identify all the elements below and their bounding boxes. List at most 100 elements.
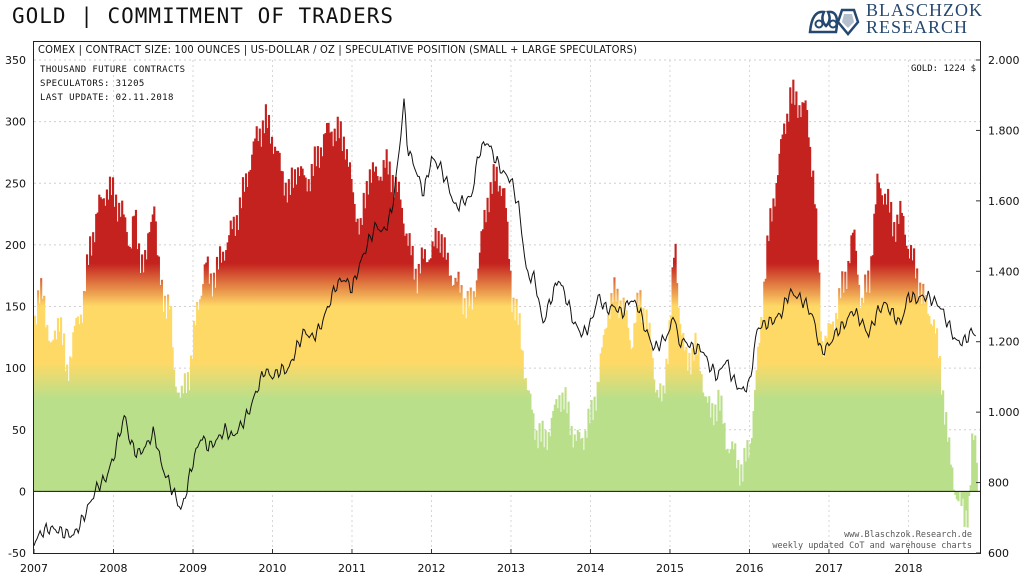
speculators-bar (650, 347, 653, 492)
speculators-bar (883, 193, 887, 492)
y-right-tick-label: 1.200 (988, 336, 1020, 349)
speculators-bar (647, 328, 650, 492)
speculators-bar (523, 379, 526, 492)
speculators-bar (286, 202, 289, 492)
speculators-bar (815, 208, 818, 492)
speculators-bar (839, 298, 842, 492)
speculators-bar (477, 268, 480, 492)
speculators-bar (882, 204, 885, 492)
speculators-bar (355, 222, 358, 492)
speculators-bar (272, 153, 275, 492)
speculators-bar (627, 327, 630, 492)
speculators-bar (208, 283, 211, 492)
speculators-bar (617, 318, 621, 492)
x-tick-label: 2007 (20, 562, 48, 575)
speculators-bar (374, 166, 378, 492)
speculators-bar (385, 149, 388, 492)
speculators-bar (387, 174, 390, 492)
speculators-bar (303, 175, 306, 492)
speculators-bar (841, 271, 844, 492)
speculators-bar (192, 320, 196, 492)
speculators-bar (377, 180, 381, 492)
speculators-bar (891, 236, 894, 492)
speculators-bar (700, 374, 703, 492)
speculators-bar (948, 437, 951, 492)
speculators-bar (607, 313, 610, 492)
info-units: THOUSAND FUTURE CONTRACTS (40, 65, 186, 75)
speculators-bar (35, 324, 38, 492)
speculators-bar (275, 150, 278, 492)
speculators-bar (241, 177, 245, 492)
speculators-bar (832, 321, 835, 492)
speculators-bar (925, 294, 928, 492)
speculators-bar (530, 409, 533, 492)
speculators-bar (795, 91, 798, 492)
speculators-bar (806, 109, 809, 492)
speculators-bar (550, 417, 553, 492)
speculators-bar (752, 411, 755, 492)
speculators-bar (596, 381, 599, 492)
speculators-bar (913, 248, 916, 492)
speculators-bar (87, 264, 90, 492)
speculators-bar (484, 222, 488, 492)
speculators-bar (46, 324, 49, 492)
speculators-bar (150, 221, 153, 492)
speculators-bar (556, 408, 559, 492)
speculators-bar (960, 491, 963, 507)
speculators-bar (63, 333, 66, 492)
speculators-bar (451, 285, 454, 492)
speculators-bar (876, 173, 879, 492)
speculators-bar (844, 271, 847, 492)
speculators-bar (576, 429, 579, 492)
speculators-bar (917, 299, 920, 492)
speculators-bar (630, 349, 633, 492)
speculators-bar (390, 192, 393, 492)
speculators-bar (108, 176, 112, 492)
speculators-bar (267, 114, 271, 492)
speculators-bar (469, 287, 472, 492)
speculators-bar (495, 166, 498, 492)
speculators-bar (319, 147, 323, 492)
speculators-bar (540, 441, 543, 492)
speculators-bar (411, 245, 414, 492)
speculators-bar (943, 424, 946, 492)
speculators-bar (894, 241, 897, 492)
speculators-bar (480, 231, 483, 492)
speculators-bar (769, 208, 772, 492)
speculators-bar (634, 322, 637, 492)
speculators-bar (151, 214, 154, 492)
speculators-bar (521, 350, 524, 492)
speculators-bar (783, 123, 786, 492)
speculators-bar (49, 342, 52, 492)
speculators-bar (483, 209, 486, 492)
speculators-bar (937, 358, 940, 492)
speculators-bar (853, 229, 856, 492)
speculators-bar (220, 262, 223, 492)
speculators-bar (295, 184, 298, 492)
speculators-bar (293, 169, 297, 492)
speculators-bar (501, 188, 504, 492)
speculators-bar (671, 267, 674, 492)
speculators-bar (417, 263, 420, 492)
speculators-bar (402, 223, 405, 492)
speculators-bar (614, 301, 618, 492)
speculators-bar (76, 316, 79, 492)
speculators-bar (784, 133, 787, 492)
speculators-bar (946, 441, 949, 492)
speculators-bar (610, 293, 613, 492)
speculators-bar (871, 255, 874, 492)
speculators-bar (723, 422, 726, 492)
speculators-bar (394, 176, 397, 492)
speculators-bar (643, 331, 647, 492)
speculators-bar (463, 298, 466, 492)
speculators-bar (209, 273, 212, 492)
speculators-bar (928, 315, 931, 492)
speculators-bar (608, 318, 611, 492)
speculators-bar (339, 121, 342, 492)
speculators-bar (801, 102, 804, 492)
speculators-bar (335, 141, 338, 492)
speculators-bar (180, 385, 183, 492)
speculators-bar (590, 400, 593, 492)
speculators-bar (558, 395, 561, 492)
speculators-bar (966, 491, 969, 528)
